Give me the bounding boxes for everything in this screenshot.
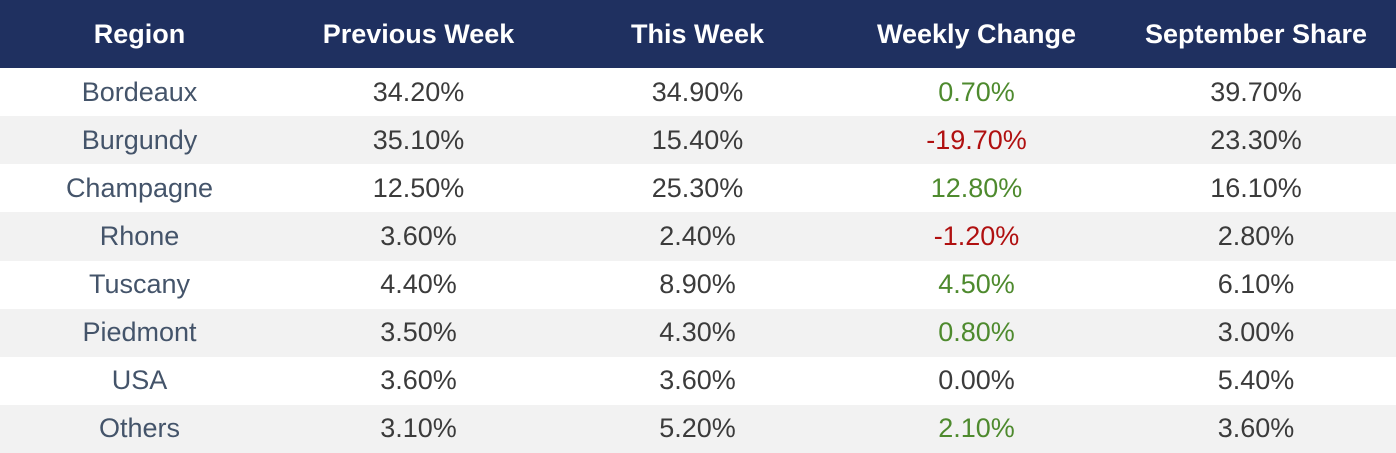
this-week-cell: 3.60%: [659, 365, 736, 396]
weekly-change-cell: 0.80%: [938, 317, 1015, 348]
table-row: Burgundy 35.10% 15.40% -19.70% 23.30%: [0, 116, 1396, 165]
weekly-change-cell: -19.70%: [926, 124, 1027, 155]
table-row: Others 3.10% 5.20% 2.10% 3.60%: [0, 404, 1396, 453]
september-share-cell: 39.70%: [1210, 76, 1302, 107]
region-cell: Rhone: [99, 220, 180, 251]
this-week-cell: 4.30%: [659, 317, 736, 348]
region-cell: Tuscany: [88, 269, 191, 300]
header-weekly-change: Weekly Change: [876, 18, 1077, 49]
header-previous-week: Previous Week: [322, 18, 515, 49]
header-this-week: This Week: [630, 18, 765, 49]
region-cell: Others: [98, 413, 181, 444]
table-row: USA 3.60% 3.60% 0.00% 5.40%: [0, 356, 1396, 405]
previous-week-cell: 3.60%: [380, 365, 457, 396]
september-share-cell: 2.80%: [1217, 220, 1295, 251]
this-week-cell: 2.40%: [659, 220, 736, 251]
this-week-cell: 5.20%: [659, 413, 736, 444]
september-share-cell: 3.60%: [1217, 413, 1295, 444]
this-week-cell: 34.90%: [651, 76, 744, 107]
region-cell: Piedmont: [82, 317, 197, 348]
previous-week-cell: 3.50%: [380, 317, 457, 348]
header-region: Region: [93, 18, 186, 49]
weekly-change-cell: -1.20%: [933, 220, 1020, 251]
table-row: Tuscany 4.40% 8.90% 4.50% 6.10%: [0, 260, 1396, 309]
previous-week-cell: 12.50%: [372, 172, 465, 203]
this-week-cell: 8.90%: [659, 269, 736, 300]
september-share-cell: 6.10%: [1217, 269, 1295, 300]
header-september-share: September Share: [1144, 18, 1368, 49]
table-row: Champagne 12.50% 25.30% 12.80% 16.10%: [0, 164, 1396, 213]
table-row: Piedmont 3.50% 4.30% 0.80% 3.00%: [0, 308, 1396, 357]
region-cell: Champagne: [65, 172, 214, 203]
region-cell: Burgundy: [81, 124, 198, 155]
september-share-cell: 16.10%: [1210, 172, 1302, 203]
september-share-cell: 3.00%: [1217, 317, 1295, 348]
previous-week-cell: 4.40%: [380, 269, 457, 300]
table-row: Bordeaux 34.20% 34.90% 0.70% 39.70%: [0, 68, 1396, 117]
previous-week-cell: 35.10%: [372, 124, 465, 155]
weekly-change-cell: 2.10%: [938, 413, 1015, 444]
this-week-cell: 25.30%: [651, 172, 744, 203]
table-row: Rhone 3.60% 2.40% -1.20% 2.80%: [0, 212, 1396, 261]
weekly-change-cell: 4.50%: [938, 269, 1015, 300]
weekly-change-cell: 0.00%: [938, 365, 1015, 396]
region-cell: Bordeaux: [81, 76, 198, 107]
previous-week-cell: 3.10%: [380, 413, 457, 444]
this-week-cell: 15.40%: [651, 124, 744, 155]
previous-week-cell: 34.20%: [372, 76, 465, 107]
september-share-cell: 5.40%: [1217, 365, 1295, 396]
weekly-change-cell: 0.70%: [938, 76, 1015, 107]
region-cell: USA: [111, 365, 168, 396]
september-share-cell: 23.30%: [1210, 124, 1302, 155]
weekly-change-cell: 12.80%: [930, 172, 1023, 203]
table-body: Bordeaux 34.20% 34.90% 0.70% 39.70% Burg…: [0, 68, 1396, 453]
previous-week-cell: 3.60%: [380, 220, 457, 251]
table-header-row: Region Previous Week This Week Weekly Ch…: [0, 0, 1396, 68]
